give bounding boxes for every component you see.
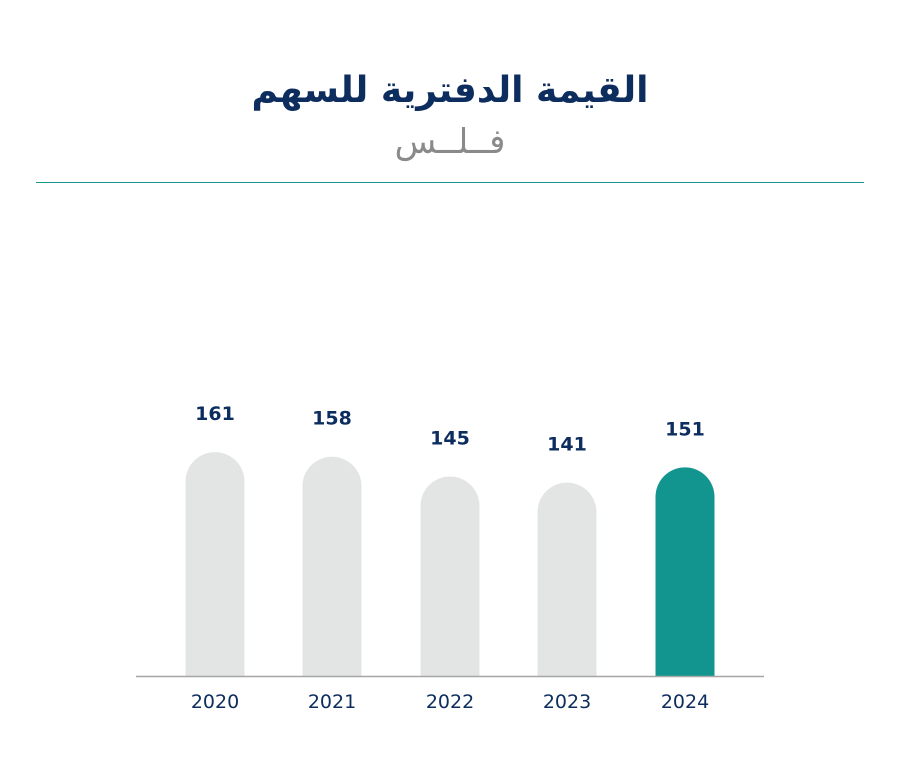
bar-2024 <box>655 467 715 676</box>
x-tick-label-2021: 2021 <box>308 691 356 713</box>
x-tick-label-2024: 2024 <box>661 691 709 713</box>
value-label-2024: 151 <box>665 418 705 440</box>
value-label-2021: 158 <box>312 408 352 430</box>
bar-2022 <box>420 476 480 676</box>
value-label-2023: 141 <box>547 434 587 456</box>
title-divider <box>36 182 864 183</box>
value-labels-group: 161 158 145 141 151 <box>195 403 705 456</box>
bar-2020 <box>185 452 245 676</box>
x-tick-label-2023: 2023 <box>543 691 591 713</box>
x-tick-label-2020: 2020 <box>191 691 239 713</box>
bars-group <box>185 452 715 676</box>
x-tick-labels-group: 2020 2021 2022 2023 2024 <box>191 691 709 713</box>
value-label-2020: 161 <box>195 403 235 425</box>
chart-title: القيمة الدفترية للسهم <box>251 70 649 111</box>
chart-subtitle: فــلــس <box>394 122 506 162</box>
x-tick-label-2022: 2022 <box>426 691 474 713</box>
value-label-2022: 145 <box>430 428 470 450</box>
bar-2021 <box>302 456 362 676</box>
bar-2023 <box>537 482 597 676</box>
